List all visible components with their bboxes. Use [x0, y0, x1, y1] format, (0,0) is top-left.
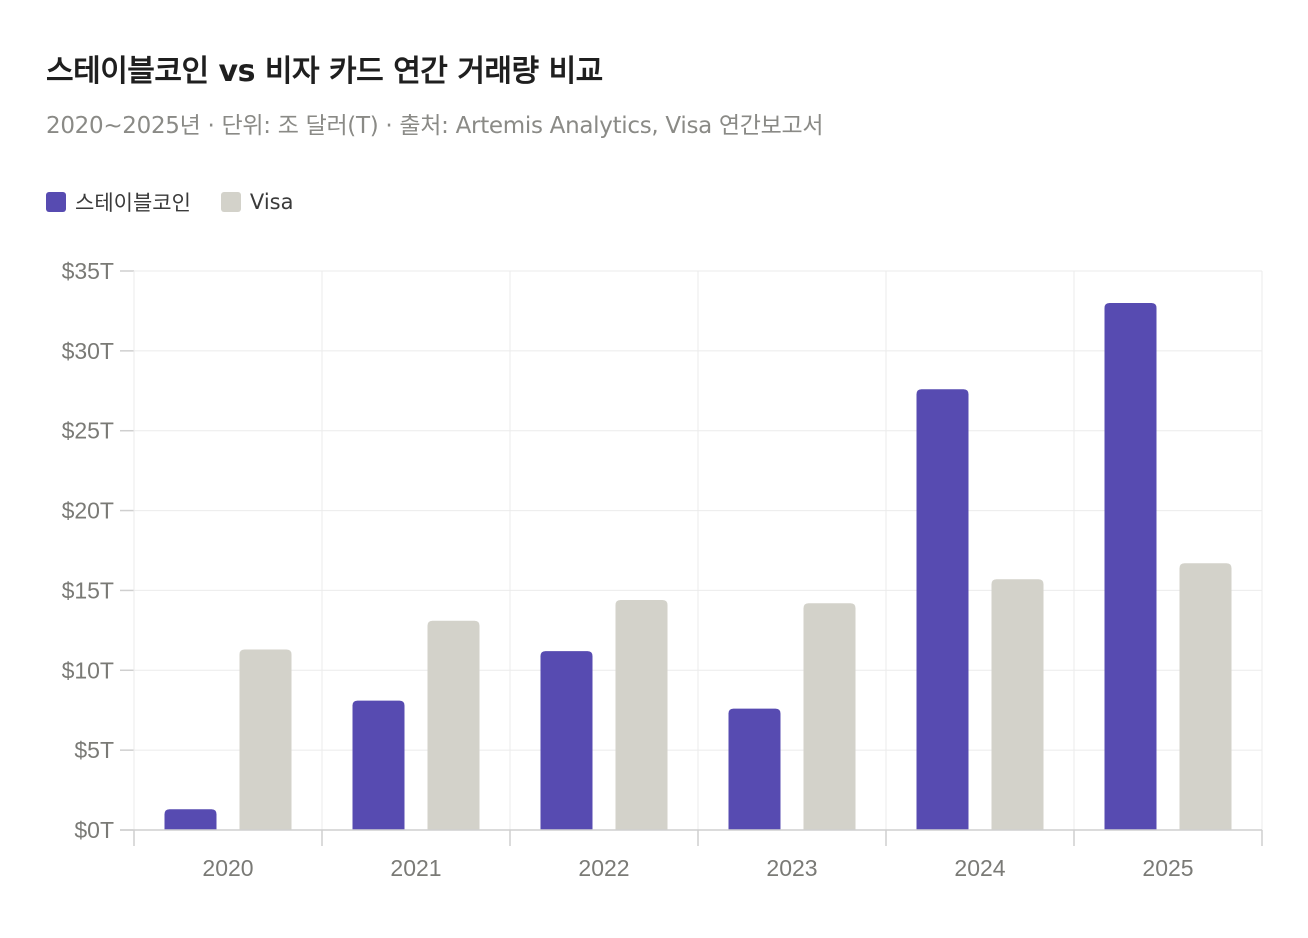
bar-stablecoin-2025 — [1104, 302, 1157, 830]
bar-visa-2025 — [1179, 563, 1232, 830]
legend-label-stablecoin: 스테이블코인 — [75, 191, 191, 215]
bar-visa-2020 — [239, 649, 292, 830]
y-tick-label: $20T — [62, 498, 114, 524]
legend-swatch-stablecoin — [46, 192, 66, 212]
bar-visa-2021 — [427, 620, 480, 830]
legend-item-stablecoin: 스테이블코인 — [46, 187, 191, 217]
bar-stablecoin-2022 — [540, 651, 593, 830]
bar-stablecoin-2023 — [728, 708, 781, 830]
chart-legend: 스테이블코인 Visa — [46, 187, 293, 217]
legend-label-visa: Visa — [249, 190, 294, 214]
x-tick-label: 2024 — [954, 855, 1005, 881]
x-tick-label: 2022 — [578, 855, 629, 881]
x-tick-label: 2023 — [766, 855, 817, 881]
x-tick-label: 2025 — [1142, 855, 1193, 881]
bar-stablecoin-2024 — [916, 389, 969, 830]
bar-stablecoin-2020 — [164, 809, 217, 830]
chart-title: 스테이블코인 vs 비자 카드 연간 거래량 비교 — [46, 54, 603, 89]
chart-subtitle: 2020~2025년 · 단위: 조 달러(T) · 출처: Artemis A… — [46, 113, 824, 139]
legend-swatch-visa — [220, 192, 241, 212]
y-tick-label: $5T — [74, 737, 114, 763]
y-tick-label: $30T — [62, 338, 114, 364]
y-tick-label: $0T — [74, 817, 114, 843]
x-tick-label: 2021 — [390, 855, 441, 881]
legend-item-visa: Visa — [220, 190, 294, 214]
bar-visa-2024 — [991, 579, 1044, 830]
bar-visa-2023 — [803, 603, 856, 830]
bar-stablecoin-2021 — [352, 700, 405, 830]
y-tick-label: $25T — [62, 418, 114, 444]
y-tick-label: $15T — [62, 577, 114, 603]
bar-visa-2022 — [615, 600, 668, 830]
x-tick-label: 2020 — [202, 855, 253, 881]
y-tick-label: $35T — [62, 258, 114, 284]
y-tick-label: $10T — [62, 657, 114, 683]
